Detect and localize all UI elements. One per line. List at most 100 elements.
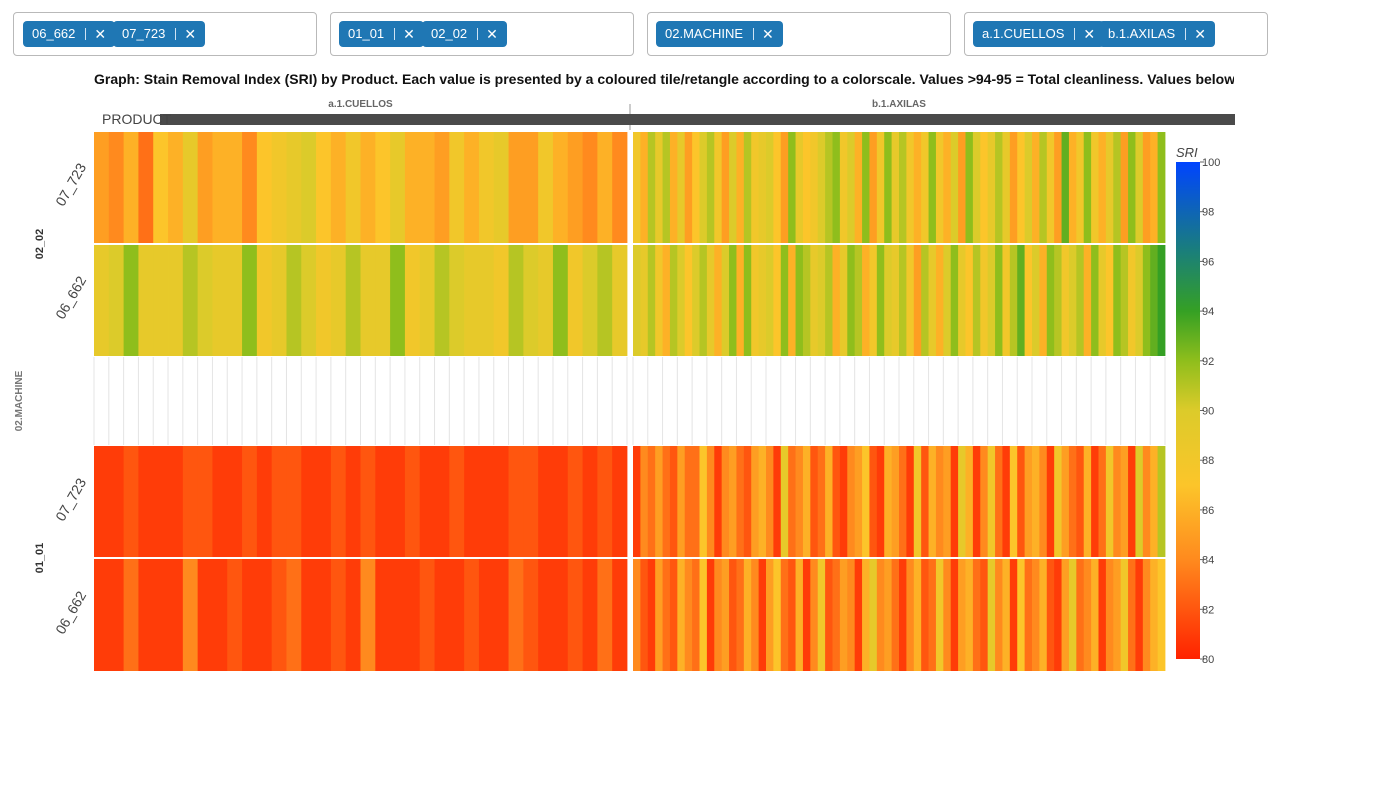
heatmap-tile[interactable]: 01_01|07_723 b.1.AXILAS: 86: [965, 446, 974, 557]
heatmap-tile[interactable]: 01_01|06_662 b.1.AXILAS: 85: [958, 559, 966, 671]
heatmap-tile[interactable]: 02_02|06_662 b.1.AXILAS: 91: [921, 245, 929, 356]
heatmap-tile[interactable]: 02_02|06_662 b.1.AXILAS: 92: [950, 245, 959, 356]
heatmap-tile[interactable]: 01_01|07_723 b.1.AXILAS: 85: [891, 446, 900, 557]
heatmap-tile[interactable]: 01_01|06_662 b.1.AXILAS: 84: [876, 559, 885, 671]
heatmap-tile[interactable]: 02_02|06_662 b.1.AXILAS: 85: [913, 245, 922, 356]
heatmap-tile[interactable]: 02_02|07_723 b.1.AXILAS: 90: [699, 132, 708, 243]
heatmap-tile[interactable]: 01_01|07_723 b.1.AXILAS: 83: [647, 446, 656, 557]
heatmap-tile[interactable]: 01_01|06_662 b.1.AXILAS: 81: [950, 559, 959, 671]
heatmap-tile[interactable]: 02_02|07_723 b.1.AXILAS: 86: [1098, 132, 1107, 243]
heatmap-tile[interactable]: 01_01|07_723 b.1.AXILAS: 84: [766, 446, 774, 557]
heatmap-tile[interactable]: 01_01|07_723 b.1.AXILAS: 81: [839, 446, 848, 557]
heatmap-tile[interactable]: 02_02|07_723 b.1.AXILAS: 86: [1150, 132, 1159, 243]
heatmap-tile[interactable]: 01_01|07_723 a.1.CUELLOS: 81: [94, 446, 110, 557]
heatmap-tile[interactable]: 01_01|06_662 b.1.AXILAS: 82: [980, 559, 989, 671]
heatmap-tile[interactable]: 01_01|06_662 b.1.AXILAS: 84: [995, 559, 1003, 671]
heatmap-tile[interactable]: 01_01|06_662 a.1.CUELLOS: 81: [153, 559, 169, 671]
heatmap-tile[interactable]: 02_02|06_662 b.1.AXILAS: 91: [972, 245, 981, 356]
heatmap-tile[interactable]: 02_02|06_662 b.1.AXILAS: 88: [1061, 245, 1070, 356]
heatmap-tile[interactable]: 01_01|07_723 a.1.CUELLOS: 81: [552, 446, 569, 557]
heatmap-tile[interactable]: 01_01|07_723 a.1.CUELLOS: 82: [197, 446, 213, 557]
heatmap-tile[interactable]: 02_02|07_723 a.1.CUELLOS: 85: [567, 132, 583, 243]
heatmap-tile[interactable]: 01_01|06_662 b.1.AXILAS: 85: [655, 559, 663, 671]
heatmap-tile[interactable]: 02_02|07_723 b.1.AXILAS: 90: [1135, 132, 1144, 243]
heatmap-tile[interactable]: 02_02|07_723 b.1.AXILAS: 91: [1039, 132, 1048, 243]
heatmap-tile[interactable]: 01_01|07_723 a.1.CUELLOS: 82: [271, 446, 287, 557]
heatmap-tile[interactable]: 02_02|07_723 b.1.AXILAS: 85: [1142, 132, 1151, 243]
heatmap-tile[interactable]: 01_01|07_723 b.1.AXILAS: 82: [810, 446, 819, 557]
heatmap-tile[interactable]: 01_01|07_723 b.1.AXILAS: 86: [884, 446, 893, 557]
heatmap-tile[interactable]: 01_01|06_662 b.1.AXILAS: 86: [1091, 559, 1099, 671]
heatmap-tile[interactable]: 01_01|07_723 a.1.CUELLOS: 82: [123, 446, 139, 557]
heatmap-tile[interactable]: 01_01|06_662 b.1.AXILAS: 84: [943, 559, 952, 671]
heatmap-tile[interactable]: 01_01|06_662 b.1.AXILAS: 84: [714, 559, 723, 671]
heatmap-tile[interactable]: 02_02|06_662 b.1.AXILAS: 89: [758, 245, 767, 356]
heatmap-tile[interactable]: 02_02|07_723 b.1.AXILAS: 89: [758, 132, 767, 243]
heatmap-tile[interactable]: 02_02|07_723 b.1.AXILAS: 91: [995, 132, 1003, 243]
heatmap-tile[interactable]: 02_02|06_662 a.1.CUELLOS: 88: [567, 245, 583, 356]
heatmap-tile[interactable]: 01_01|07_723 b.1.AXILAS: 86: [1083, 446, 1092, 557]
heatmap-tile[interactable]: 02_02|06_662 a.1.CUELLOS: 89: [375, 245, 391, 356]
heatmap-tile[interactable]: 01_01|07_723 b.1.AXILAS: 81: [1091, 446, 1099, 557]
heatmap-tile[interactable]: 02_02|06_662 b.1.AXILAS: 89: [958, 245, 966, 356]
heatmap-tile[interactable]: 02_02|06_662 a.1.CUELLOS: 89: [227, 245, 243, 356]
heatmap-tile[interactable]: 02_02|06_662 b.1.AXILAS: 89: [891, 245, 900, 356]
heatmap-tile[interactable]: 01_01|07_723 b.1.AXILAS: 84: [980, 446, 989, 557]
heatmap-tile[interactable]: 02_02|06_662 a.1.CUELLOS: 88: [404, 245, 421, 356]
heatmap-tile[interactable]: 01_01|07_723 a.1.CUELLOS: 82: [330, 446, 347, 557]
heatmap-tile[interactable]: 01_01|07_723 b.1.AXILAS: 82: [832, 446, 841, 557]
heatmap-tile[interactable]: 01_01|07_723 a.1.CUELLOS: 81: [256, 446, 273, 557]
heatmap-tile[interactable]: 01_01|06_662 a.1.CUELLOS: 82: [419, 559, 435, 671]
heatmap-tile[interactable]: 01_01|06_662 a.1.CUELLOS: 81: [301, 559, 317, 671]
heatmap-tile[interactable]: 02_02|07_723 a.1.CUELLOS: 85: [434, 132, 450, 243]
heatmap-tile[interactable]: 01_01|07_723 b.1.AXILAS: 86: [1150, 446, 1159, 557]
heatmap-tile[interactable]: 01_01|07_723 b.1.AXILAS: 86: [825, 446, 833, 557]
chip-product-2[interactable]: 07_723 ✕: [113, 21, 206, 47]
heatmap-tile[interactable]: 01_01|07_723 b.1.AXILAS: 81: [633, 446, 641, 557]
heatmap-tile[interactable]: 02_02|06_662 a.1.CUELLOS: 89: [538, 245, 554, 356]
heatmap-tile[interactable]: 02_02|07_723 b.1.AXILAS: 86: [913, 132, 922, 243]
heatmap-tile[interactable]: 01_01|07_723 b.1.AXILAS: 84: [1142, 446, 1151, 557]
heatmap-tile[interactable]: 01_01|07_723 a.1.CUELLOS: 81: [493, 446, 509, 557]
heatmap-tile[interactable]: 02_02|07_723 b.1.AXILAS: 92: [1083, 132, 1092, 243]
heatmap-tile[interactable]: 01_01|06_662 a.1.CUELLOS: 81: [375, 559, 391, 671]
heatmap-tile[interactable]: 01_01|06_662 a.1.CUELLOS: 81: [168, 559, 184, 671]
heatmap-tile[interactable]: 01_01|07_723 b.1.AXILAS: 84: [795, 446, 804, 557]
heatmap-tile[interactable]: 02_02|07_723 b.1.AXILAS: 89: [677, 132, 686, 243]
heatmap-tile[interactable]: 01_01|06_662 b.1.AXILAS: 83: [928, 559, 937, 671]
heatmap-tile[interactable]: 02_02|07_723 b.1.AXILAS: 86: [640, 132, 649, 243]
heatmap-tile[interactable]: 02_02|07_723 a.1.CUELLOS: 87: [256, 132, 273, 243]
heatmap-tile[interactable]: 01_01|06_662 b.1.AXILAS: 89: [987, 559, 996, 671]
heatmap-tile[interactable]: 01_01|06_662 b.1.AXILAS: 82: [788, 559, 796, 671]
heatmap-tile[interactable]: 02_02|07_723 b.1.AXILAS: 87: [802, 132, 811, 243]
heatmap-tile[interactable]: 02_02|06_662 b.1.AXILAS: 90: [943, 245, 952, 356]
heatmap-tile[interactable]: 01_01|06_662 b.1.AXILAS: 84: [633, 559, 641, 671]
heatmap-tile[interactable]: 01_01|07_723 b.1.AXILAS: 82: [921, 446, 929, 557]
heatmap-tile[interactable]: 02_02|06_662 b.1.AXILAS: 88: [1128, 245, 1136, 356]
heatmap-tile[interactable]: 01_01|06_662 b.1.AXILAS: 86: [862, 559, 870, 671]
heatmap-tile[interactable]: 01_01|07_723 b.1.AXILAS: 85: [677, 446, 686, 557]
heatmap-tile[interactable]: 01_01|06_662 b.1.AXILAS: 86: [677, 559, 686, 671]
heatmap-tile[interactable]: 01_01|07_723 a.1.CUELLOS: 81: [316, 446, 332, 557]
heatmap-tile[interactable]: 02_02|06_662 a.1.CUELLOS: 90: [449, 245, 465, 356]
heatmap-tile[interactable]: 02_02|06_662 b.1.AXILAS: 86: [662, 245, 671, 356]
heatmap-tile[interactable]: 01_01|07_723 b.1.AXILAS: 84: [847, 446, 856, 557]
heatmap-tile[interactable]: 02_02|06_662 b.1.AXILAS: 87: [965, 245, 974, 356]
heatmap-tile[interactable]: 02_02|07_723 b.1.AXILAS: 88: [1046, 132, 1055, 243]
heatmap-tile[interactable]: 01_01|06_662 b.1.AXILAS: 84: [1032, 559, 1040, 671]
heatmap-tile[interactable]: 01_01|07_723 b.1.AXILAS: 82: [1076, 446, 1085, 557]
heatmap-tile[interactable]: 01_01|06_662 a.1.CUELLOS: 81: [404, 559, 421, 671]
heatmap-tile[interactable]: 01_01|06_662 b.1.AXILAS: 84: [1142, 559, 1151, 671]
heatmap-tile[interactable]: 02_02|07_723 b.1.AXILAS: 88: [921, 132, 929, 243]
heatmap-tile[interactable]: 02_02|07_723 b.1.AXILAS: 91: [825, 132, 833, 243]
heatmap-tile[interactable]: 02_02|06_662 b.1.AXILAS: 86: [862, 245, 870, 356]
heatmap-tile[interactable]: 01_01|06_662 b.1.AXILAS: 82: [825, 559, 833, 671]
heatmap-tile[interactable]: 01_01|06_662 b.1.AXILAS: 86: [913, 559, 922, 671]
heatmap-tile[interactable]: 01_01|07_723 b.1.AXILAS: 85: [729, 446, 737, 557]
heatmap-tile[interactable]: 02_02|07_723 b.1.AXILAS: 89: [1105, 132, 1114, 243]
heatmap-tile[interactable]: 02_02|06_662 b.1.AXILAS: 92: [1113, 245, 1122, 356]
heatmap-tile[interactable]: 01_01|06_662 a.1.CUELLOS: 81: [242, 559, 258, 671]
heatmap-tile[interactable]: 02_02|07_723 a.1.CUELLOS: 89: [182, 132, 199, 243]
heatmap-tile[interactable]: 02_02|06_662 b.1.AXILAS: 92: [795, 245, 804, 356]
heatmap-tile[interactable]: 01_01|06_662 a.1.CUELLOS: 84: [360, 559, 376, 671]
